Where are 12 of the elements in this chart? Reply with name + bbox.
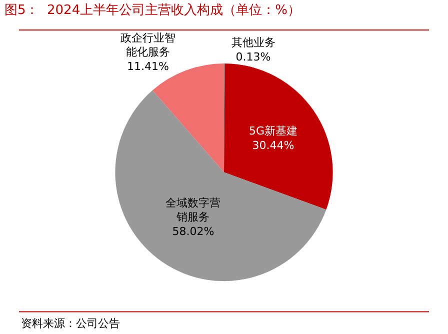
data-label: 11.41% xyxy=(126,60,169,73)
chart-title: 图5： 2024上半年公司主营收入构成（单位：%） xyxy=(4,2,300,18)
slice-label: 其他业务 xyxy=(231,36,276,50)
data-label: 0.13% xyxy=(236,50,271,64)
slice-label: 政企行业智能化服务 xyxy=(120,31,176,59)
text: 资料来源：公司公告 xyxy=(21,317,120,330)
data-label: 58.02% xyxy=(172,224,214,238)
pie-slice xyxy=(224,63,333,210)
data-label: 30.44% xyxy=(252,138,294,152)
slice-label: 5G新基建 xyxy=(248,124,298,138)
pie-slice xyxy=(115,90,326,282)
slice-label: 全域数字营销服务 xyxy=(166,196,221,224)
